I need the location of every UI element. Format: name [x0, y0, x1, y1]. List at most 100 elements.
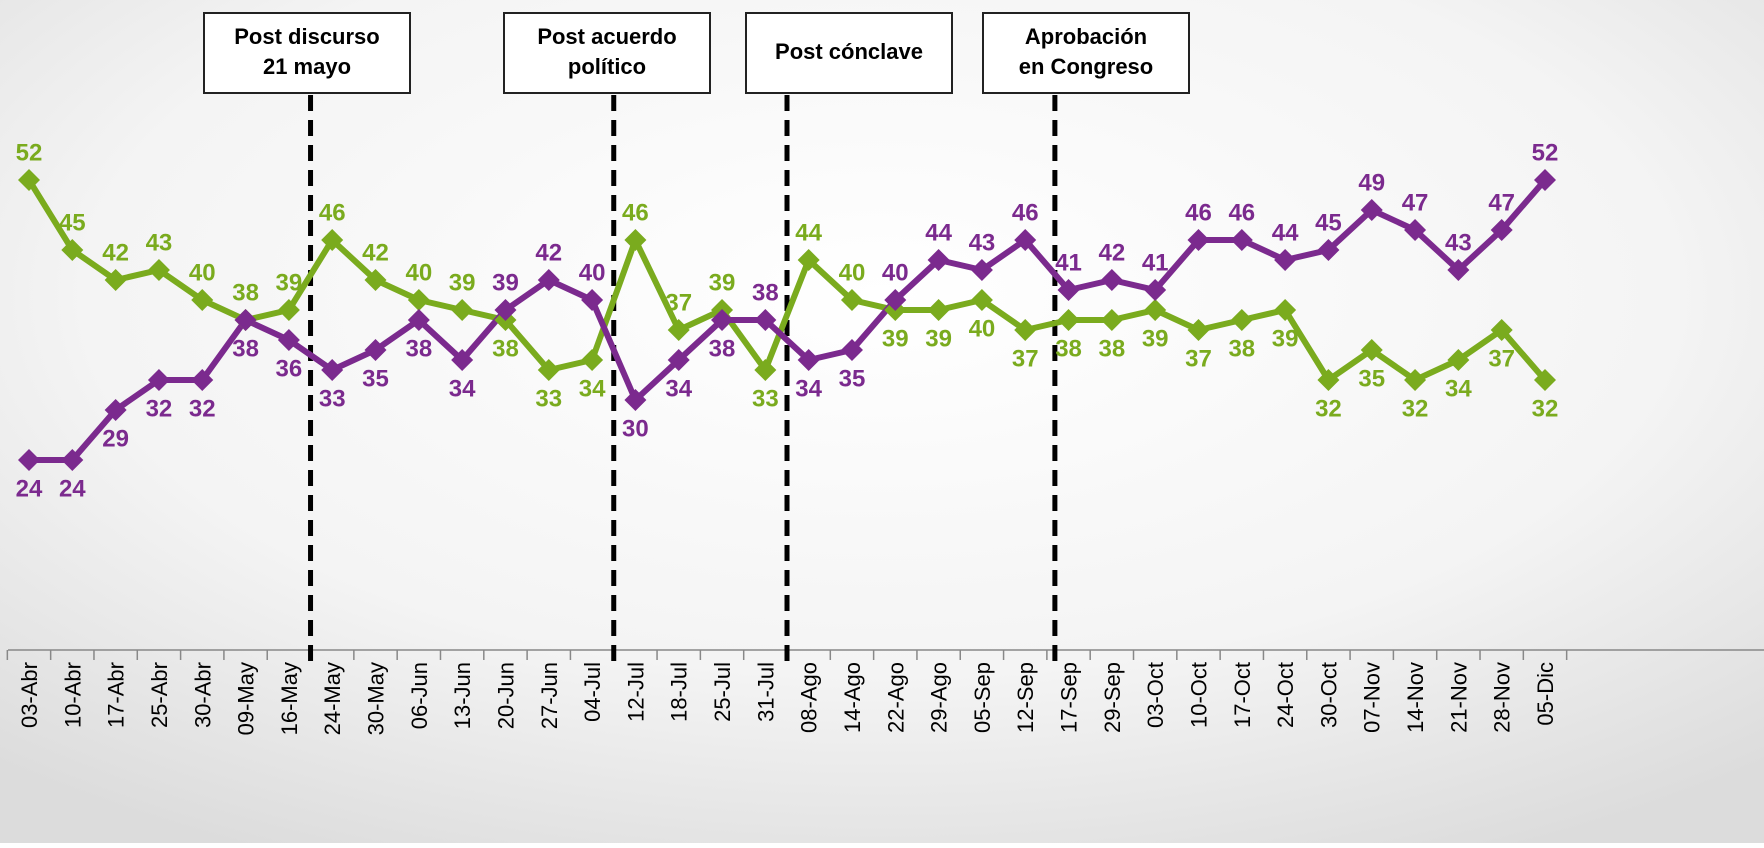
value-label: 42 — [102, 239, 129, 266]
value-label: 30 — [622, 415, 649, 442]
x-tick-label: 13-Jun — [450, 662, 475, 729]
event-label: Post acuerdo — [537, 24, 676, 49]
marker — [1317, 369, 1340, 391]
value-label: 47 — [1402, 189, 1429, 216]
marker — [407, 289, 430, 311]
marker — [18, 169, 40, 191]
marker — [1404, 219, 1427, 241]
value-label: 34 — [665, 375, 692, 402]
x-tick-label: 03-Abr — [17, 662, 42, 728]
value-label: 45 — [1315, 209, 1342, 236]
value-label: 32 — [1402, 395, 1429, 422]
value-label: 40 — [189, 259, 216, 286]
marker — [711, 309, 734, 331]
event-box — [982, 12, 1190, 94]
value-label: 38 — [752, 279, 779, 306]
x-tick-label: 10-Abr — [60, 662, 85, 728]
marker — [191, 289, 214, 311]
marker — [61, 239, 84, 261]
marker — [581, 349, 604, 371]
value-label: 38 — [1099, 335, 1126, 362]
x-tick-label: 17-Abr — [104, 662, 129, 728]
marker — [191, 369, 214, 391]
value-label: 32 — [146, 395, 173, 422]
value-label: 40 — [839, 259, 866, 286]
value-label: 39 — [492, 269, 519, 296]
marker — [1534, 369, 1556, 391]
value-label: 46 — [1012, 199, 1039, 226]
value-label: 34 — [1445, 375, 1472, 402]
marker — [1187, 319, 1210, 341]
value-label: 44 — [925, 219, 952, 246]
value-label: 24 — [16, 475, 43, 502]
x-tick-label: 14-Nov — [1403, 662, 1428, 733]
marker — [147, 259, 170, 281]
value-label: 38 — [405, 335, 432, 362]
event-label: 21 mayo — [263, 54, 351, 79]
value-label: 32 — [1532, 395, 1559, 422]
x-tick-label: 10-Oct — [1186, 662, 1211, 728]
marker — [1274, 299, 1297, 321]
marker — [277, 329, 300, 351]
marker — [624, 389, 647, 411]
x-tick-label: 12-Jul — [623, 662, 648, 722]
marker — [927, 299, 950, 321]
marker — [407, 309, 430, 331]
value-label: 42 — [535, 239, 562, 266]
value-label: 43 — [1445, 229, 1472, 256]
marker — [321, 229, 344, 251]
marker — [1144, 299, 1167, 321]
marker — [321, 359, 344, 381]
value-label: 43 — [146, 229, 173, 256]
marker — [494, 299, 517, 321]
x-tick-label: 04-Jul — [580, 662, 605, 722]
value-label: 34 — [449, 375, 476, 402]
marker — [797, 349, 820, 371]
value-label: 44 — [1272, 219, 1299, 246]
x-tick-label: 25-Jul — [710, 662, 735, 722]
value-label: 39 — [276, 269, 303, 296]
marker — [1100, 309, 1123, 331]
value-label: 46 — [622, 199, 649, 226]
x-tick-label: 16-May — [277, 662, 302, 735]
event-box — [745, 12, 953, 94]
event-label: político — [568, 54, 646, 79]
marker — [884, 289, 907, 311]
x-tick-label: 20-Jun — [493, 662, 518, 729]
marker — [1447, 349, 1470, 371]
value-label: 47 — [1488, 189, 1515, 216]
value-label: 37 — [1185, 345, 1212, 372]
marker — [1100, 269, 1123, 291]
value-label: 39 — [1142, 325, 1169, 352]
x-tick-label: 24-May — [320, 662, 345, 735]
x-tick-label: 30-Abr — [190, 662, 215, 728]
marker — [537, 269, 560, 291]
marker — [1274, 249, 1297, 271]
x-tick-label: 06-Jun — [407, 662, 432, 729]
value-label: 40 — [579, 259, 606, 286]
marker — [754, 359, 777, 381]
marker — [754, 309, 777, 331]
value-label: 40 — [969, 315, 996, 342]
event-label: Aprobación — [1025, 24, 1147, 49]
value-label: 33 — [535, 385, 562, 412]
value-label: 37 — [1012, 345, 1039, 372]
value-label: 46 — [1228, 199, 1255, 226]
x-tick-label: 25-Abr — [147, 662, 172, 728]
x-tick-label: 14-Ago — [840, 662, 865, 733]
event-label: en Congreso — [1019, 54, 1153, 79]
event-label: Post cónclave — [775, 39, 923, 64]
value-label: 40 — [882, 259, 909, 286]
marker — [1490, 319, 1513, 341]
value-label: 33 — [752, 385, 779, 412]
value-label: 45 — [59, 209, 86, 236]
value-label: 39 — [449, 269, 476, 296]
value-label: 38 — [232, 279, 259, 306]
x-tick-label: 22-Ago — [883, 662, 908, 733]
marker — [581, 289, 604, 311]
value-label: 52 — [16, 139, 43, 166]
x-tick-label: 03-Oct — [1143, 662, 1168, 728]
